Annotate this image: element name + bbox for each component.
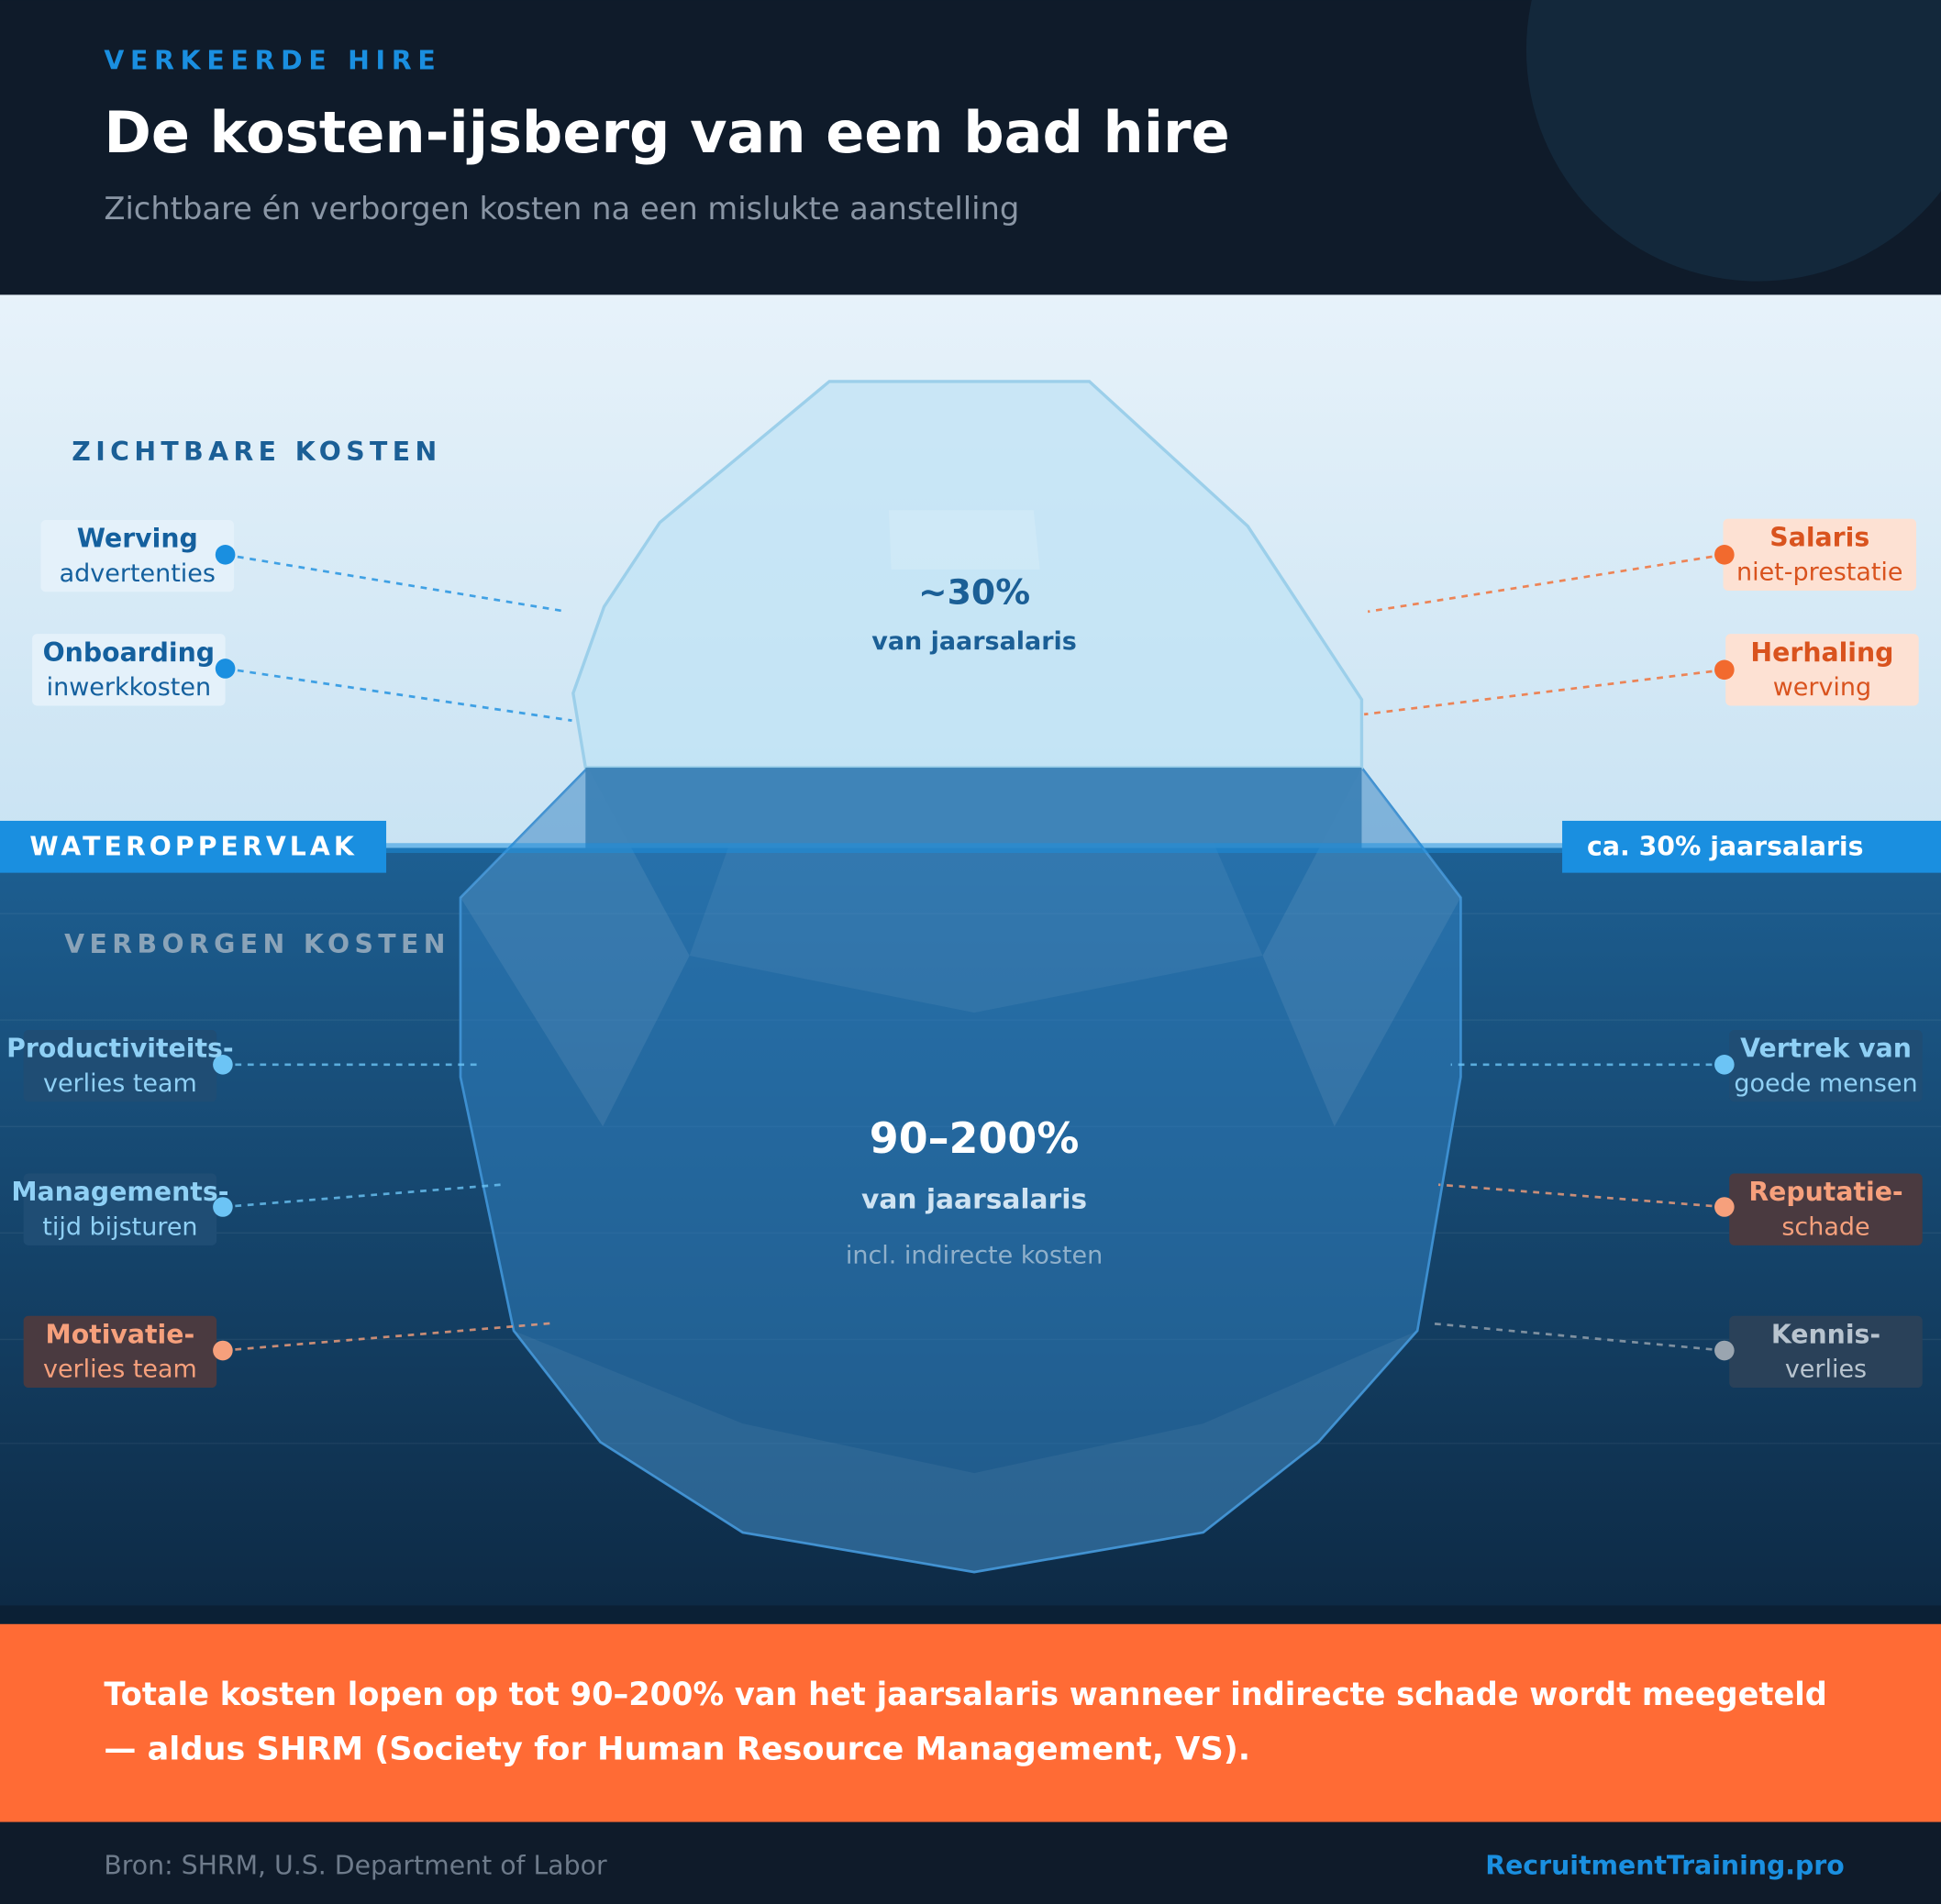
- label-bg: [23, 1173, 217, 1245]
- iceberg-facets: [460, 767, 1461, 1573]
- connector: [222, 1183, 502, 1209]
- connector: [225, 667, 572, 722]
- title: De kosten-ijsberg van een bad hire: [104, 99, 1229, 166]
- label-sub: goede mensen: [1734, 1069, 1917, 1098]
- label-bg: [1729, 1173, 1923, 1245]
- label-sub: schade: [1781, 1212, 1869, 1241]
- connector-dot: [213, 1055, 233, 1075]
- label-sub: niet-prestatie: [1736, 559, 1903, 587]
- label-sub: inwerkkosten: [47, 673, 211, 702]
- connector-dot: [1714, 1197, 1735, 1217]
- footer-bg: [0, 1821, 1941, 1904]
- label-title: Werving: [77, 524, 198, 554]
- connector-dot: [1714, 659, 1735, 681]
- footer-source: Bron: SHRM, U.S. Department of Labor: [104, 1850, 607, 1880]
- connector-dot: [215, 659, 236, 679]
- label-title: Managements-: [11, 1177, 228, 1207]
- body-value: 90–200%: [870, 1113, 1080, 1163]
- label-title: Motivatie-: [46, 1319, 195, 1349]
- connector-dot: [213, 1340, 233, 1361]
- connector-dot: [1714, 545, 1735, 565]
- waterline-value: ca. 30% jaarsalaris: [1587, 832, 1863, 862]
- connector: [1363, 668, 1725, 716]
- label-sub: verlies: [1785, 1356, 1867, 1384]
- label-title: Salaris: [1769, 522, 1869, 552]
- waterline-value-bg: [1562, 820, 1941, 873]
- label-bg: [1723, 518, 1917, 591]
- visible-heading: ZICHTBARE KOSTEN: [72, 437, 441, 467]
- connector-dot: [215, 545, 236, 565]
- waterline-label: WATEROPPERVLAK: [29, 832, 358, 862]
- connector-dot: [1714, 1055, 1735, 1075]
- connector-dot: [1714, 1340, 1735, 1361]
- label-title: Herhaling: [1750, 637, 1893, 668]
- tip-value: ~30%: [918, 571, 1030, 612]
- label-sub: tijd bijsturen: [42, 1212, 197, 1241]
- label-title: Productiviteits-: [6, 1034, 233, 1064]
- body-note: incl. indirecte kosten: [846, 1241, 1103, 1269]
- waterline-label-bg: [0, 820, 387, 873]
- connector: [1438, 1183, 1725, 1209]
- sea-floor: [0, 1605, 1941, 1624]
- banner-line: — aldus SHRM (Society for Human Resource…: [104, 1730, 1250, 1767]
- iceberg-facet: [888, 510, 1040, 570]
- label-title: Reputatie-: [1748, 1177, 1902, 1207]
- label-bg: [23, 1315, 217, 1389]
- banner-line: Totale kosten lopen op tot 90–200% van h…: [104, 1676, 1826, 1713]
- subtitle: Zichtbare én verborgen kosten na een mis…: [104, 191, 1019, 227]
- label-title: Kennis-: [1771, 1319, 1880, 1349]
- label-bg: [1729, 1030, 1923, 1102]
- label-title: Vertrek van: [1740, 1034, 1912, 1064]
- banner-bg: [0, 1623, 1941, 1822]
- header-decor: [1525, 0, 1941, 282]
- connector: [225, 553, 568, 614]
- connector: [222, 1322, 551, 1352]
- label-bg: [1729, 1315, 1923, 1389]
- footer-brand: RecruitmentTraining.pro: [1485, 1850, 1844, 1880]
- tip-label: van jaarsalaris: [871, 627, 1077, 656]
- kicker: VERKEERDE HIRE: [104, 46, 441, 76]
- label-bg: [32, 634, 226, 706]
- connector: [1367, 553, 1725, 614]
- hidden-heading: VERBORGEN KOSTEN: [64, 929, 450, 959]
- connector-dot: [213, 1197, 233, 1217]
- label-sub: werving: [1773, 673, 1871, 702]
- label-bg: [40, 520, 235, 592]
- label-bg: [1725, 634, 1919, 706]
- labels: Werving advertenties Onboarding inwerkkoste…: [6, 518, 1923, 1389]
- label-bg: [23, 1030, 217, 1102]
- water-surface: [0, 843, 1941, 854]
- label-sub: advertenties: [60, 559, 216, 588]
- label-sub: verlies team: [43, 1356, 197, 1384]
- iceberg-underwater: [459, 766, 1462, 1574]
- label-title: Onboarding: [43, 637, 216, 668]
- label-sub: verlies team: [43, 1069, 197, 1098]
- body-label: van jaarsalaris: [861, 1183, 1087, 1215]
- iceberg-waterline-band: [585, 767, 1362, 848]
